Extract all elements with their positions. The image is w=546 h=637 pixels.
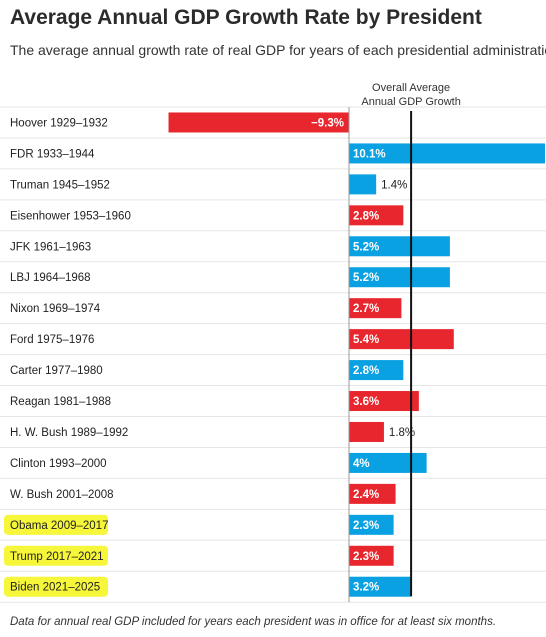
bar <box>349 391 419 412</box>
category-label: Reagan 1981–1988 <box>10 396 111 408</box>
average-label: Overall Average <box>372 82 450 94</box>
value-label: −9.3% <box>311 117 344 129</box>
bar <box>168 112 349 133</box>
category-label: W. Bush 2001–2008 <box>10 489 114 501</box>
bar <box>349 143 545 164</box>
category-label: Carter 1977–1980 <box>10 365 103 377</box>
bar <box>349 174 377 195</box>
value-label: 4% <box>353 458 370 470</box>
bar <box>349 514 394 535</box>
bar <box>349 545 394 566</box>
value-label: 5.2% <box>353 272 379 284</box>
value-label: 2.3% <box>353 551 379 563</box>
bar <box>349 205 404 226</box>
label-highlight <box>4 545 108 566</box>
category-label: FDR 1933–1944 <box>10 148 95 160</box>
value-label: 2.4% <box>353 489 379 501</box>
label-highlight <box>4 514 108 535</box>
bar <box>349 267 450 288</box>
category-label: Truman 1945–1952 <box>10 179 110 191</box>
category-label: Ford 1975–1976 <box>10 334 94 346</box>
category-label: Biden 2021–2025 <box>10 582 100 594</box>
bar <box>349 329 454 350</box>
value-label: 1.4% <box>381 179 407 191</box>
bar <box>349 576 412 597</box>
bar <box>349 452 427 473</box>
bar <box>349 236 450 257</box>
value-label: 3.6% <box>353 396 379 408</box>
value-label: 2.8% <box>353 365 379 377</box>
category-label: Clinton 1993–2000 <box>10 458 107 470</box>
value-label: 5.2% <box>353 241 379 253</box>
value-label: 2.7% <box>353 303 379 315</box>
category-label: Nixon 1969–1974 <box>10 303 101 315</box>
value-label: 2.3% <box>353 520 379 532</box>
category-label: Obama 2009–2017 <box>10 520 108 532</box>
bar <box>349 360 404 381</box>
category-label: Eisenhower 1953–1960 <box>10 210 131 222</box>
average-label: Annual GDP Growth <box>361 96 460 108</box>
category-label: H. W. Bush 1989–1992 <box>10 427 128 439</box>
category-label: LBJ 1964–1968 <box>10 272 91 284</box>
category-label: Trump 2017–2021 <box>10 551 104 563</box>
footnote: Data for annual real GDP included for ye… <box>10 616 497 628</box>
bar-chart: Hoover 1929–1932 FDR 1933–1944 Truman 1945… <box>0 82 546 603</box>
chart-title: Average Annual GDP Growth Rate by Presid… <box>10 6 482 29</box>
chart-subtitle: The average annual growth rate of real G… <box>10 42 546 58</box>
bar <box>349 298 402 319</box>
bar <box>349 421 384 442</box>
label-highlight <box>4 576 108 597</box>
value-label: 5.4% <box>353 334 379 346</box>
value-label: 10.1% <box>353 148 386 160</box>
value-label: 2.8% <box>353 210 379 222</box>
category-label: JFK 1961–1963 <box>10 241 91 253</box>
value-label: 3.2% <box>353 582 379 594</box>
value-label: 1.8% <box>389 427 415 439</box>
category-label: Hoover 1929–1932 <box>10 117 108 129</box>
bar <box>349 483 396 504</box>
